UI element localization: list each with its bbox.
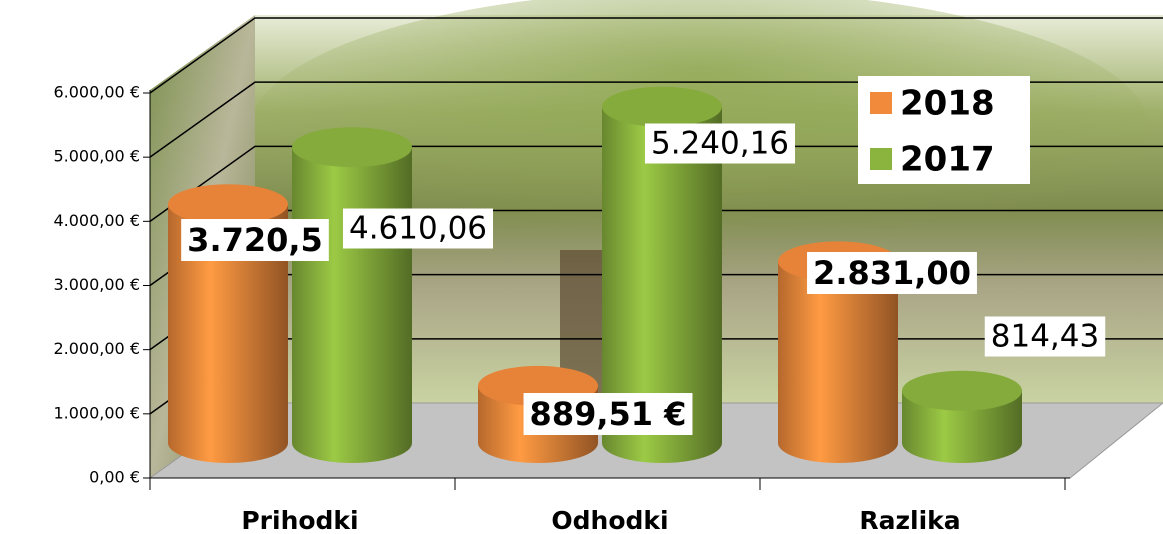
y-tick-label: 0,00 € xyxy=(89,468,140,487)
cylinder xyxy=(292,127,412,463)
y-tick-label: 5.000,00 € xyxy=(53,147,140,166)
value-label: 2.831,00 xyxy=(813,254,971,292)
y-tick-label: 2.000,00 € xyxy=(53,339,140,358)
y-tick-label: 3.000,00 € xyxy=(53,275,140,294)
legend-swatch xyxy=(870,92,892,114)
y-tick-label: 1.000,00 € xyxy=(53,403,140,422)
legend-label: 2017 xyxy=(900,140,995,180)
y-tick-label: 6.000,00 € xyxy=(53,83,140,102)
cylinder-top xyxy=(902,371,1022,411)
value-label: 4.610,06 xyxy=(349,211,487,247)
x-tick-label: Razlika xyxy=(859,506,960,534)
x-tick-label: Odhodki xyxy=(551,506,668,534)
value-label: 889,51 € xyxy=(530,395,687,433)
cylinder-top xyxy=(292,127,412,167)
x-tick-label: Prihodki xyxy=(241,506,358,534)
legend-swatch xyxy=(870,148,892,170)
chart: 3.720,5 889,51 € 2.831,00 4.610,06 5.240,16 8… xyxy=(0,0,1163,534)
value-label: 814,43 xyxy=(991,319,1099,355)
y-tick-label: 4.000,00 € xyxy=(53,211,140,230)
value-label: 3.720,5 xyxy=(187,221,323,259)
cylinder-top xyxy=(168,184,288,224)
value-label: 5.240,16 xyxy=(651,126,789,162)
cylinder-top xyxy=(602,87,722,127)
legend-label: 2018 xyxy=(900,84,995,124)
cylinder xyxy=(902,371,1022,463)
cylinder-body xyxy=(292,147,412,463)
page: 3.720,5 889,51 € 2.831,00 4.610,06 5.240,16 8… xyxy=(0,0,1163,534)
legend: 2018 2017 xyxy=(858,76,1030,184)
